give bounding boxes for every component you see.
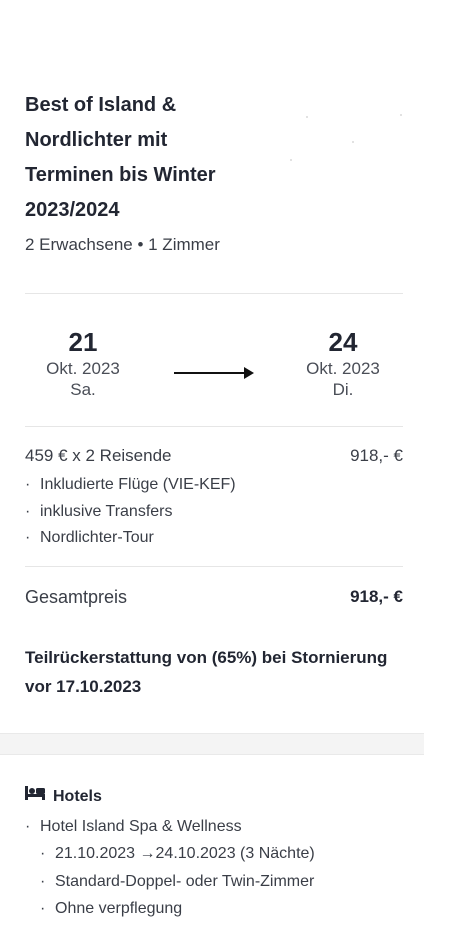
bed-icon (25, 785, 45, 805)
hotels-heading-label: Hotels (53, 788, 102, 805)
faint-dot (352, 141, 354, 143)
start-date-weekday: Sa. (70, 380, 96, 399)
hotel-name: · Hotel Island Spa & Wellness (25, 818, 242, 835)
end-date: 24 Okt. 2023 Di. (283, 326, 403, 400)
divider (25, 566, 403, 567)
bullet-icon: · (25, 818, 31, 835)
section-divider-band (0, 733, 424, 755)
start-date: 21 Okt. 2023 Sa. (23, 326, 143, 400)
price-line-label: 459 € x 2 Reisende (25, 446, 172, 465)
end-date-weekday: Di. (332, 380, 354, 399)
arrow-right-icon (174, 367, 254, 379)
price-line-amount: 918,- € (350, 446, 403, 465)
guests-summary: 2 Erwachsene • 1 Zimmer (25, 235, 220, 254)
total-label: Gesamtpreis (25, 587, 128, 607)
inclusion-item: · inklusive Transfers (25, 503, 173, 520)
bullet-icon: · (25, 529, 31, 546)
divider (25, 293, 403, 294)
total-row: Gesamtpreis 918,- € (25, 587, 403, 608)
start-date-month: Okt. 2023 (46, 359, 120, 378)
hotels-heading: Hotels (25, 785, 102, 806)
bullet-icon: · (25, 476, 31, 493)
bullet-icon: · (40, 900, 46, 917)
hotel-detail: · Standard-Doppel- oder Twin-Zimmer (40, 873, 315, 890)
divider (25, 426, 403, 427)
end-date-month: Okt. 2023 (306, 359, 380, 378)
refund-notice: Teilrückerstattung von (65%) bei Stornie… (25, 648, 388, 696)
bullet-icon: · (25, 503, 31, 520)
bullet-icon: · (40, 845, 46, 862)
trip-title: Best of Island & Nordlichter mit Termine… (25, 94, 216, 221)
end-date-day: 24 (328, 327, 358, 357)
faint-dot (306, 116, 308, 118)
inclusion-item: · Nordlichter-Tour (25, 529, 154, 546)
hotel-detail: · Ohne verpflegung (40, 900, 183, 917)
faint-dot (290, 159, 292, 161)
inclusion-item: · Inkludierte Flüge (VIE-KEF) (25, 476, 236, 493)
hotel-detail: · 21.10.2023 →24.10.2023 (3 Nächte) (40, 845, 315, 862)
start-date-day: 21 (68, 327, 98, 357)
booking-summary-card: Best of Island & Nordlichter mit Termine… (23, 94, 403, 696)
bullet-icon: · (40, 873, 46, 890)
price-line: 459 € x 2 Reisende 918,- € (25, 446, 403, 466)
total-amount: 918,- € (350, 587, 403, 606)
faint-dot (400, 114, 402, 116)
